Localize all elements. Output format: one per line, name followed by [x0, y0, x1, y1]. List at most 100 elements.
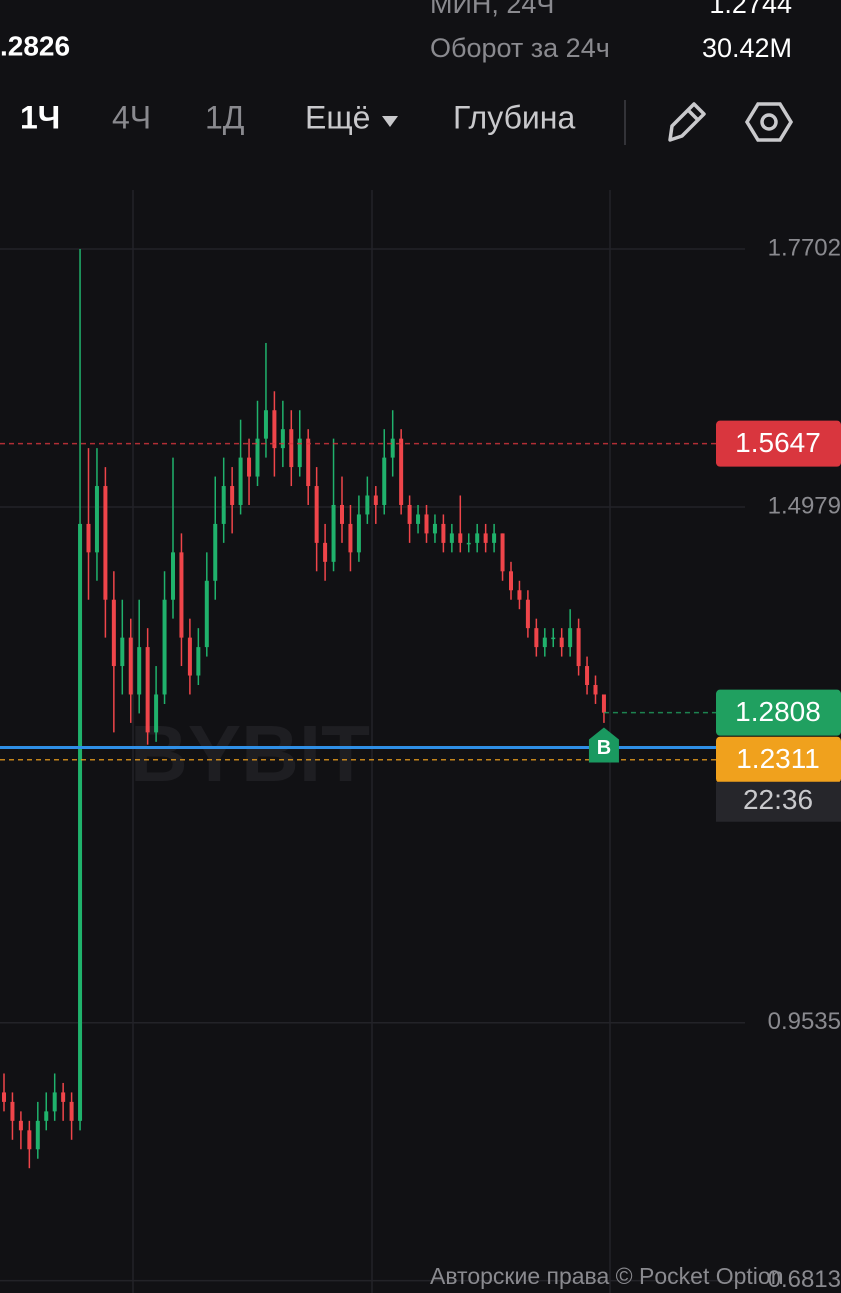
price-label-box: [716, 736, 841, 783]
candle-body: [509, 571, 513, 591]
price-label: 1.5647: [735, 427, 821, 458]
candle-body: [137, 647, 142, 695]
candle-body: [238, 457, 243, 505]
candle-body: [120, 637, 125, 667]
candle-body: [78, 523, 83, 1121]
candle-body: [525, 599, 530, 629]
candle-body: [297, 438, 302, 468]
candle-body: [441, 523, 446, 543]
candle-body: [356, 514, 361, 553]
turnover-value: 30.42M: [702, 33, 792, 63]
candle-body: [382, 457, 387, 505]
candle-body: [407, 504, 412, 524]
candle-body: [399, 438, 404, 505]
price-label-box: [716, 420, 841, 467]
candle-body: [145, 647, 150, 733]
candle-body: [280, 429, 285, 449]
candle-body: [35, 1120, 40, 1150]
candle-body: [213, 523, 218, 581]
candle-body: [255, 438, 260, 477]
candle-body: [187, 637, 192, 676]
turnover-label: Оборот за 24ч: [430, 33, 610, 63]
candle-body: [348, 523, 353, 553]
watermark: BYBIT: [130, 709, 370, 798]
candle-body: [601, 694, 606, 713]
tab[interactable]: Глубина: [453, 99, 575, 135]
pencil-icon[interactable]: [668, 102, 706, 142]
candle-body: [103, 486, 108, 600]
tab[interactable]: Ещё: [305, 99, 370, 135]
candle-body: [272, 410, 277, 449]
y-tick-label: 0.9535: [768, 1008, 841, 1035]
candle-body: [18, 1120, 23, 1131]
candle-body: [52, 1092, 57, 1112]
tab[interactable]: 1Д: [205, 99, 245, 135]
candle-body: [416, 514, 421, 524]
candle-body: [204, 580, 209, 648]
y-tick-label: 0.6813: [768, 1266, 841, 1293]
candle-body: [483, 533, 488, 543]
candle-body: [542, 637, 547, 648]
candle-body: [10, 1101, 15, 1121]
candle-body: [94, 486, 99, 553]
candle-body: [492, 533, 497, 543]
candle-body: [306, 438, 311, 487]
candle-body: [500, 533, 505, 572]
y-tick-label: 1.7702: [768, 234, 841, 261]
low-value: 1.2744: [709, 0, 792, 19]
candle-body: [517, 590, 522, 600]
candle-body: [323, 542, 328, 562]
candle-body: [111, 599, 116, 667]
candle-body: [86, 523, 91, 553]
price-label: 1.2311: [736, 743, 820, 774]
last-price: .2826: [0, 30, 70, 61]
tab[interactable]: 1Ч: [20, 99, 60, 135]
candle-body: [179, 552, 184, 638]
candle-body: [162, 599, 167, 695]
candle-body: [263, 410, 268, 439]
buy-marker: B: [597, 737, 611, 759]
candle-body: [44, 1111, 49, 1121]
candle-body: [466, 542, 471, 545]
copyright: Авторские права © Pocket Option: [430, 1263, 784, 1289]
candle-body: [551, 637, 556, 640]
candle-body: [69, 1101, 74, 1121]
buy-marker-shape: [588, 727, 619, 763]
settings-icon[interactable]: [744, 102, 794, 142]
candle-body: [27, 1130, 32, 1150]
candle-body: [289, 429, 294, 468]
candle-body: [196, 647, 201, 676]
candle-body: [314, 486, 319, 543]
candle-body: [128, 637, 133, 695]
candle-body: [585, 666, 590, 686]
candle-body: [576, 628, 581, 667]
countdown: 22:36: [743, 784, 813, 815]
candle-body: [373, 495, 378, 505]
candle-body: [365, 495, 370, 515]
dropdown-arrow: [382, 116, 398, 127]
candle-body: [221, 486, 226, 524]
tab[interactable]: 4Ч: [112, 99, 151, 135]
candle-body: [247, 457, 252, 477]
candle-body: [475, 533, 480, 543]
price-label-box: [716, 689, 841, 736]
candle-body: [390, 438, 395, 458]
candle-body: [534, 628, 539, 648]
candle-body: [568, 628, 573, 648]
candle-body: [2, 1092, 6, 1102]
plot: 1.7702 1.4979 0.9535 0.6813 1.5647 1.2808 1.23…: [0, 234, 841, 1293]
y-tick-label: 1.4979: [768, 492, 841, 519]
candle-body: [559, 637, 564, 648]
candle-body: [424, 514, 429, 534]
candle-body: [61, 1092, 66, 1102]
candle-body: [432, 523, 437, 534]
candle-body: [154, 694, 159, 733]
candle-body: [331, 504, 336, 562]
countdown-box: [716, 781, 841, 822]
candle-body: [593, 685, 598, 695]
candle-body: [449, 533, 454, 543]
low-label: МИН, 24Ч: [430, 0, 554, 19]
